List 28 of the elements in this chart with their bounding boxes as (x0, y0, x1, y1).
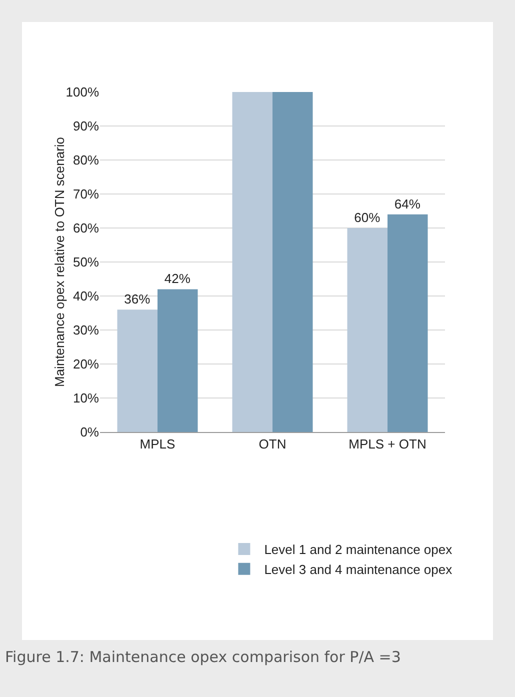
x-tick-label: MPLS (140, 436, 176, 452)
text: Figure 1.7: Maintenance opex comparison for P/A =3 (5, 648, 401, 666)
data-label: 60% (354, 210, 381, 225)
y-tick-label: 10% (72, 390, 100, 406)
y-axis-title: Maintenance opex relative to OTN scenario (52, 136, 67, 388)
x-tick-label: MPLS + OTN (348, 436, 426, 452)
y-tick-label: 60% (72, 220, 100, 236)
legend-label: Level 1 and 2 maintenance opex (264, 542, 453, 558)
y-tick-label: 100% (66, 84, 100, 100)
y-tick-label: 20% (72, 356, 100, 372)
data-label: 42% (164, 271, 191, 286)
bar (388, 214, 428, 432)
y-tick-label: 70% (72, 186, 100, 202)
y-tick-label: 90% (72, 118, 100, 134)
y-tick-label: 0% (80, 424, 100, 440)
x-tick-label: OTN (258, 436, 286, 452)
bar (232, 92, 272, 432)
y-tick-label: 50% (72, 254, 100, 270)
y-tick-label: 80% (72, 152, 100, 168)
bar (158, 289, 198, 432)
bar (347, 228, 388, 432)
y-tick-label: 30% (72, 322, 100, 338)
data-label: 36% (124, 292, 151, 307)
data-label: 64% (394, 196, 421, 212)
legend-label: Level 3 and 4 maintenance opex (264, 562, 453, 577)
bar (117, 310, 158, 432)
y-tick-label: 40% (72, 288, 100, 304)
bar (272, 92, 313, 432)
